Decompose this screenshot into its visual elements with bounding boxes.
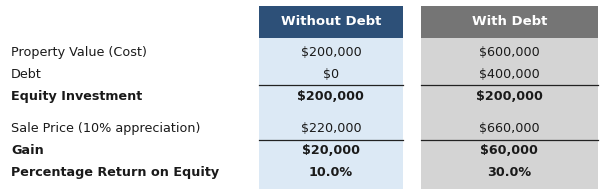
Bar — [259, 6, 403, 38]
Text: $20,000: $20,000 — [302, 144, 360, 157]
Text: With Debt: With Debt — [472, 15, 547, 28]
Text: $400,000: $400,000 — [479, 68, 540, 81]
Text: Gain: Gain — [11, 144, 44, 157]
Text: Debt: Debt — [11, 68, 42, 81]
Text: $200,000: $200,000 — [298, 90, 364, 103]
Text: $60,000: $60,000 — [481, 144, 538, 157]
Text: $220,000: $220,000 — [301, 122, 361, 135]
Text: $200,000: $200,000 — [301, 46, 361, 59]
Text: Sale Price (10% appreciation): Sale Price (10% appreciation) — [11, 122, 200, 135]
Text: $0: $0 — [323, 68, 339, 81]
Text: Without Debt: Without Debt — [281, 15, 381, 28]
Bar — [421, 38, 598, 189]
Text: Property Value (Cost): Property Value (Cost) — [11, 46, 147, 59]
Text: 10.0%: 10.0% — [309, 166, 353, 179]
Text: $200,000: $200,000 — [476, 90, 543, 103]
Bar — [421, 6, 598, 38]
Text: $600,000: $600,000 — [479, 46, 540, 59]
Text: Equity Investment: Equity Investment — [11, 90, 142, 103]
Text: $660,000: $660,000 — [479, 122, 540, 135]
Text: 30.0%: 30.0% — [487, 166, 531, 179]
Text: Percentage Return on Equity: Percentage Return on Equity — [11, 166, 219, 179]
Bar — [259, 38, 403, 189]
